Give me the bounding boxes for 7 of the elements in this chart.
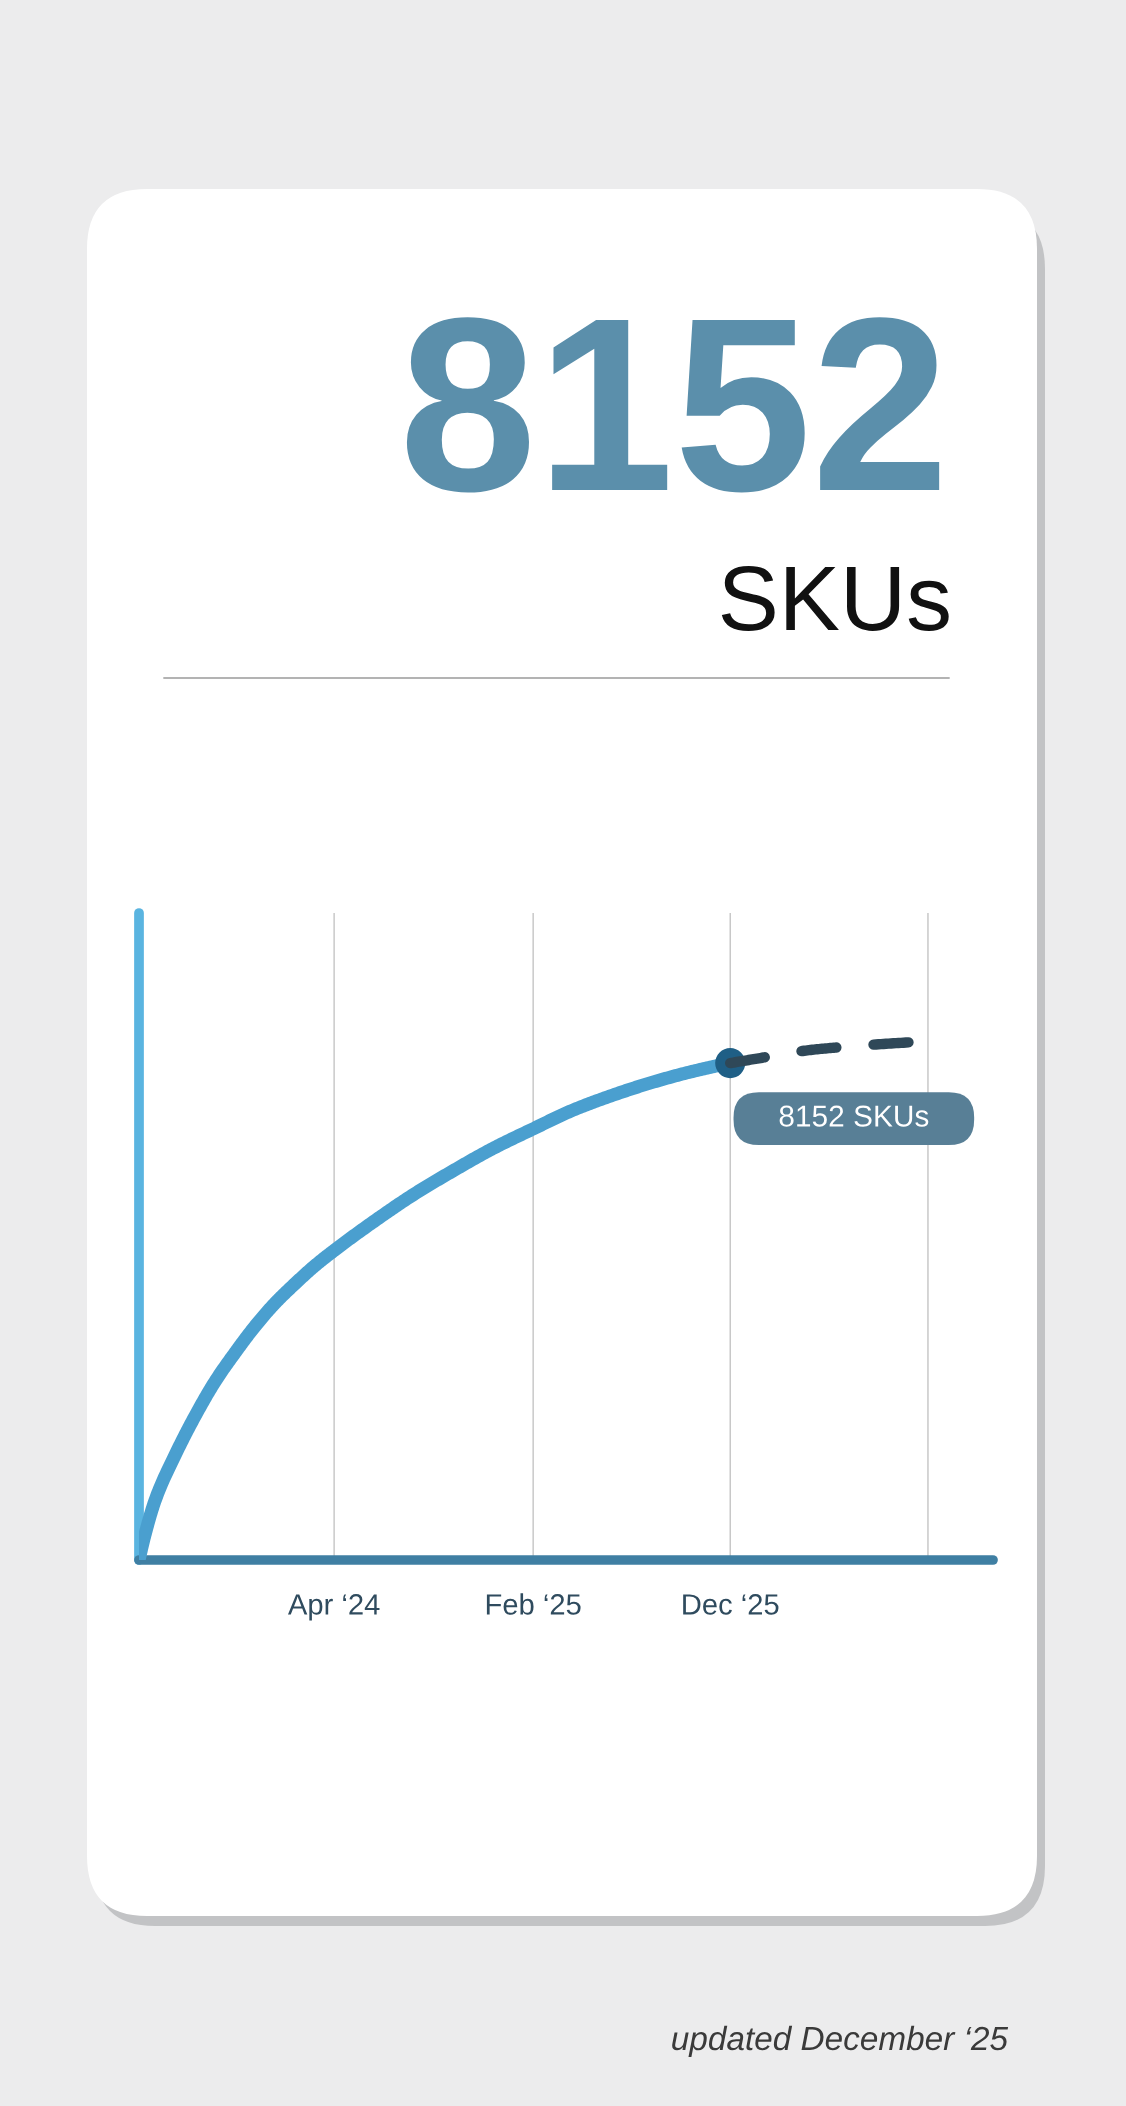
chart-subtitle: SKUs <box>721 565 949 631</box>
chart-title: 8152 <box>406 317 940 493</box>
text: updated December ‘25 <box>672 2025 1009 2057</box>
x-tick-label: Apr ‘24 <box>287 1594 380 1621</box>
x-tick-label: Dec ‘25 <box>683 1594 779 1615</box>
annotation: 8152 SKUs <box>779 1105 929 1127</box>
x-tick-label: Feb ‘25 <box>486 1593 581 1615</box>
